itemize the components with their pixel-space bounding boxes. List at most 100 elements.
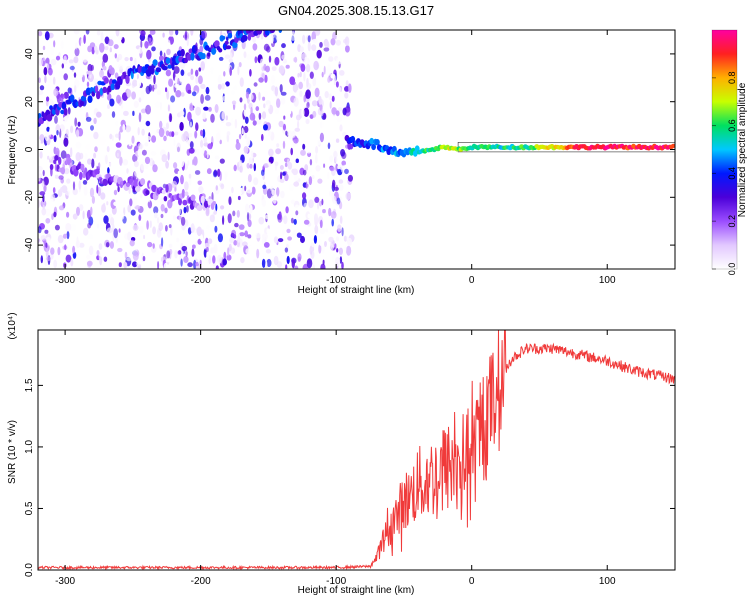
- heatmap-cell: [180, 174, 184, 185]
- heatmap-cell: [229, 103, 233, 112]
- heatmap-cell: [180, 216, 186, 226]
- heatmap-cell: [311, 44, 317, 51]
- snr-x-tick-label: -300: [55, 576, 75, 587]
- heatmap-cell: [79, 204, 84, 211]
- heatmap-cell: [264, 30, 270, 36]
- heatmap-cell: [220, 183, 225, 190]
- snr-series-line: [38, 330, 675, 570]
- heatmap-cell: [338, 184, 344, 191]
- colorbar-tick-label: 0.0: [727, 263, 737, 276]
- heatmap-cell: [226, 131, 231, 136]
- heatmap-cell: [177, 206, 181, 216]
- heatmap-cell: [75, 141, 82, 149]
- heatmap-cell: [163, 135, 167, 142]
- heatmap-cell: [244, 116, 249, 125]
- heatmap-cell: [139, 194, 143, 199]
- heatmap-cell: [264, 214, 270, 220]
- heatmap-cell: [51, 213, 54, 220]
- heatmap-cell: [96, 223, 100, 229]
- heatmap-cell: [338, 179, 344, 184]
- heatmap-cell: [343, 235, 347, 242]
- heatmap-cell: [332, 254, 336, 264]
- heatmap-cell: [85, 30, 90, 35]
- heatmap-cell: [87, 234, 94, 240]
- spectrogram-x-ticks: -300 -200 -100 0 100: [55, 30, 616, 286]
- heatmap-cell: [99, 256, 103, 266]
- heatmap-cell: [194, 170, 201, 175]
- heatmap-cell: [343, 38, 348, 44]
- heatmap-cell: [311, 174, 315, 180]
- heatmap-cell: [222, 215, 225, 226]
- heatmap-cell: [63, 137, 69, 147]
- heatmap-cell: [238, 133, 242, 140]
- heatmap-cell: [267, 139, 270, 146]
- heatmap-cell: [59, 70, 65, 77]
- heatmap-cell: [96, 250, 100, 256]
- heatmap-cell: [190, 194, 196, 201]
- heatmap-cell: [342, 107, 347, 116]
- heatmap-cell: [77, 163, 82, 169]
- heatmap-cell: [290, 31, 296, 42]
- heatmap-cell: [160, 204, 165, 212]
- heatmap-cell: [147, 241, 153, 248]
- heatmap-cell: [114, 72, 119, 79]
- heatmap-cell: [331, 218, 335, 227]
- heatmap-cell: [72, 213, 78, 220]
- heatmap-cell: [261, 258, 266, 268]
- heatmap-cell: [234, 38, 239, 43]
- heatmap-cell: [166, 42, 171, 47]
- heatmap-cell: [153, 75, 156, 85]
- heatmap-cell: [94, 45, 98, 53]
- heatmap-cell: [227, 32, 233, 39]
- heatmap-cell: [247, 174, 252, 183]
- heatmap-cell: [45, 248, 49, 258]
- heatmap-cell: [321, 244, 325, 254]
- heatmap-cell: [315, 146, 319, 154]
- heatmap-cell: [206, 247, 209, 252]
- heatmap-cell: [252, 120, 257, 126]
- heatmap-cell: [116, 129, 119, 135]
- heatmap-cell: [307, 41, 311, 52]
- heatmap-cell: [122, 124, 126, 132]
- heatmap-cell: [91, 46, 95, 55]
- heatmap-cell: [282, 140, 286, 149]
- heatmap-cell: [345, 45, 350, 53]
- heatmap-cell: [125, 125, 132, 133]
- heatmap-cell: [49, 164, 54, 171]
- heatmap-cell: [44, 131, 50, 142]
- heatmap-cell: [149, 220, 152, 228]
- spectrogram-y-tick-label: -40: [24, 237, 35, 252]
- heatmap-cell: [284, 247, 289, 253]
- heatmap-cell: [315, 153, 318, 164]
- heatmap-cell: [339, 215, 343, 224]
- heatmap-cell: [250, 150, 254, 160]
- heatmap-cell: [161, 189, 166, 195]
- heatmap-cell: [73, 30, 80, 35]
- heatmap-cell: [158, 222, 163, 232]
- heatmap-cell: [41, 208, 47, 216]
- heatmap-cell: [161, 154, 168, 163]
- heatmap-cell: [218, 48, 223, 53]
- heatmap-cell: [108, 51, 111, 57]
- heatmap-cell: [267, 103, 270, 110]
- heatmap-cell: [375, 139, 380, 146]
- heatmap-cell: [323, 163, 326, 168]
- heatmap-cell: [196, 205, 203, 211]
- heatmap-cell: [38, 166, 43, 172]
- heatmap-cell: [171, 131, 175, 138]
- heatmap-cell: [180, 48, 185, 57]
- heatmap-cell: [324, 91, 329, 99]
- heatmap-cell: [43, 184, 47, 193]
- heatmap-cell: [64, 244, 67, 251]
- heatmap-cell: [180, 258, 183, 267]
- heatmap-cell: [169, 113, 173, 123]
- heatmap-cell: [313, 235, 317, 244]
- heatmap-cell: [339, 124, 343, 132]
- heatmap-cell: [168, 224, 172, 229]
- heatmap-cell: [254, 56, 258, 64]
- heatmap-cell: [237, 233, 241, 243]
- heatmap-cell: [297, 253, 302, 261]
- heatmap-cell: [159, 50, 163, 57]
- heatmap-cell: [137, 127, 140, 136]
- heatmap-cell: [184, 220, 189, 227]
